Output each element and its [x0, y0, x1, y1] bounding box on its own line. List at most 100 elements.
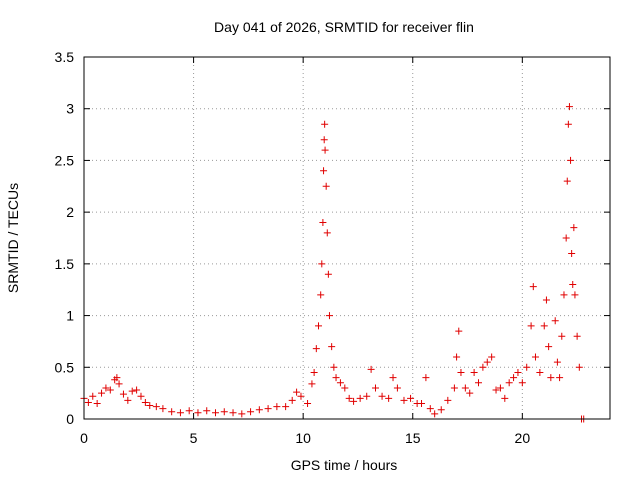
data-point: [437, 406, 445, 414]
data-point: [492, 386, 500, 394]
x-axis-title: GPS time / hours: [291, 457, 398, 473]
data-point: [470, 368, 478, 376]
data-point: [336, 379, 344, 387]
data-point: [315, 322, 323, 330]
data-point: [128, 387, 136, 395]
data-points: [80, 103, 588, 423]
data-point: [124, 396, 132, 404]
data-point: [536, 368, 544, 376]
data-point: [558, 332, 566, 340]
data-point: [422, 374, 430, 382]
data-point: [229, 409, 237, 417]
data-point: [514, 368, 522, 376]
data-point: [455, 327, 463, 335]
y-tick-label: 2.5: [55, 152, 75, 168]
data-point: [159, 405, 167, 413]
data-point: [320, 136, 328, 144]
data-point: [288, 396, 296, 404]
data-point: [350, 397, 358, 405]
data-point: [168, 408, 176, 416]
data-point: [556, 374, 564, 382]
y-tick-label: 0: [66, 411, 74, 427]
data-point: [393, 384, 401, 392]
data-point: [220, 408, 228, 416]
data-point: [418, 399, 426, 407]
data-point: [527, 322, 535, 330]
data-point: [570, 224, 578, 232]
data-point: [318, 260, 326, 268]
data-point: [551, 317, 559, 325]
data-point: [565, 103, 573, 111]
data-point: [567, 156, 575, 164]
data-point: [545, 343, 553, 351]
data-point: [400, 396, 408, 404]
data-point: [320, 167, 328, 175]
data-point: [293, 388, 301, 396]
data-point: [255, 406, 263, 414]
data-point: [518, 379, 526, 387]
data-point: [431, 410, 439, 418]
data-point: [203, 407, 211, 415]
data-point: [282, 403, 290, 411]
data-point: [312, 345, 320, 353]
data-point: [407, 394, 415, 402]
data-point: [547, 374, 555, 382]
data-point: [466, 389, 474, 397]
data-point: [540, 322, 548, 330]
data-point: [264, 405, 272, 413]
y-tick-label: 1.5: [55, 256, 75, 272]
data-point: [319, 218, 327, 226]
data-point: [89, 392, 97, 400]
data-point: [510, 374, 518, 382]
x-tick-label: 15: [405, 430, 421, 446]
data-point: [113, 374, 121, 382]
data-point: [102, 384, 110, 392]
data-point: [194, 409, 202, 417]
data-point: [321, 120, 329, 128]
data-point: [98, 389, 106, 397]
data-point: [569, 281, 577, 289]
data-point: [450, 384, 458, 392]
data-point: [322, 182, 330, 190]
data-point: [371, 384, 379, 392]
data-point: [444, 396, 452, 404]
x-tick-label: 5: [190, 430, 198, 446]
data-point: [426, 405, 434, 413]
y-tick-label: 2: [66, 204, 74, 220]
data-point: [310, 368, 318, 376]
data-point: [523, 363, 531, 371]
data-point: [501, 394, 509, 402]
data-point: [457, 368, 465, 376]
data-point: [185, 407, 193, 415]
x-tick-label: 10: [295, 430, 311, 446]
data-point: [573, 332, 581, 340]
y-tick-label: 3.5: [55, 49, 75, 65]
data-point: [389, 374, 397, 382]
data-point: [247, 408, 255, 416]
data-point: [564, 120, 572, 128]
data-point: [297, 392, 305, 400]
data-point: [146, 402, 154, 410]
tick-labels: 0 5 10 15 20 0 0.5 1 1.5 2 2.5 3 3.5: [55, 49, 531, 446]
data-point: [345, 394, 353, 402]
data-point: [560, 291, 568, 299]
data-point: [575, 363, 583, 371]
data-point: [115, 380, 123, 388]
data-point: [571, 291, 579, 299]
data-point: [84, 398, 92, 406]
data-point: [562, 234, 570, 242]
data-point: [483, 358, 491, 366]
data-point: [324, 270, 332, 278]
data-point: [332, 374, 340, 382]
data-point: [321, 146, 329, 154]
y-tick-label: 3: [66, 101, 74, 117]
data-point: [328, 343, 336, 351]
data-point: [325, 312, 333, 320]
y-tick-label: 1: [66, 308, 74, 324]
data-point: [152, 403, 160, 411]
data-point: [563, 177, 571, 185]
data-point: [479, 363, 487, 371]
data-point: [568, 250, 576, 258]
data-point: [317, 291, 325, 299]
data-point: [106, 386, 114, 394]
